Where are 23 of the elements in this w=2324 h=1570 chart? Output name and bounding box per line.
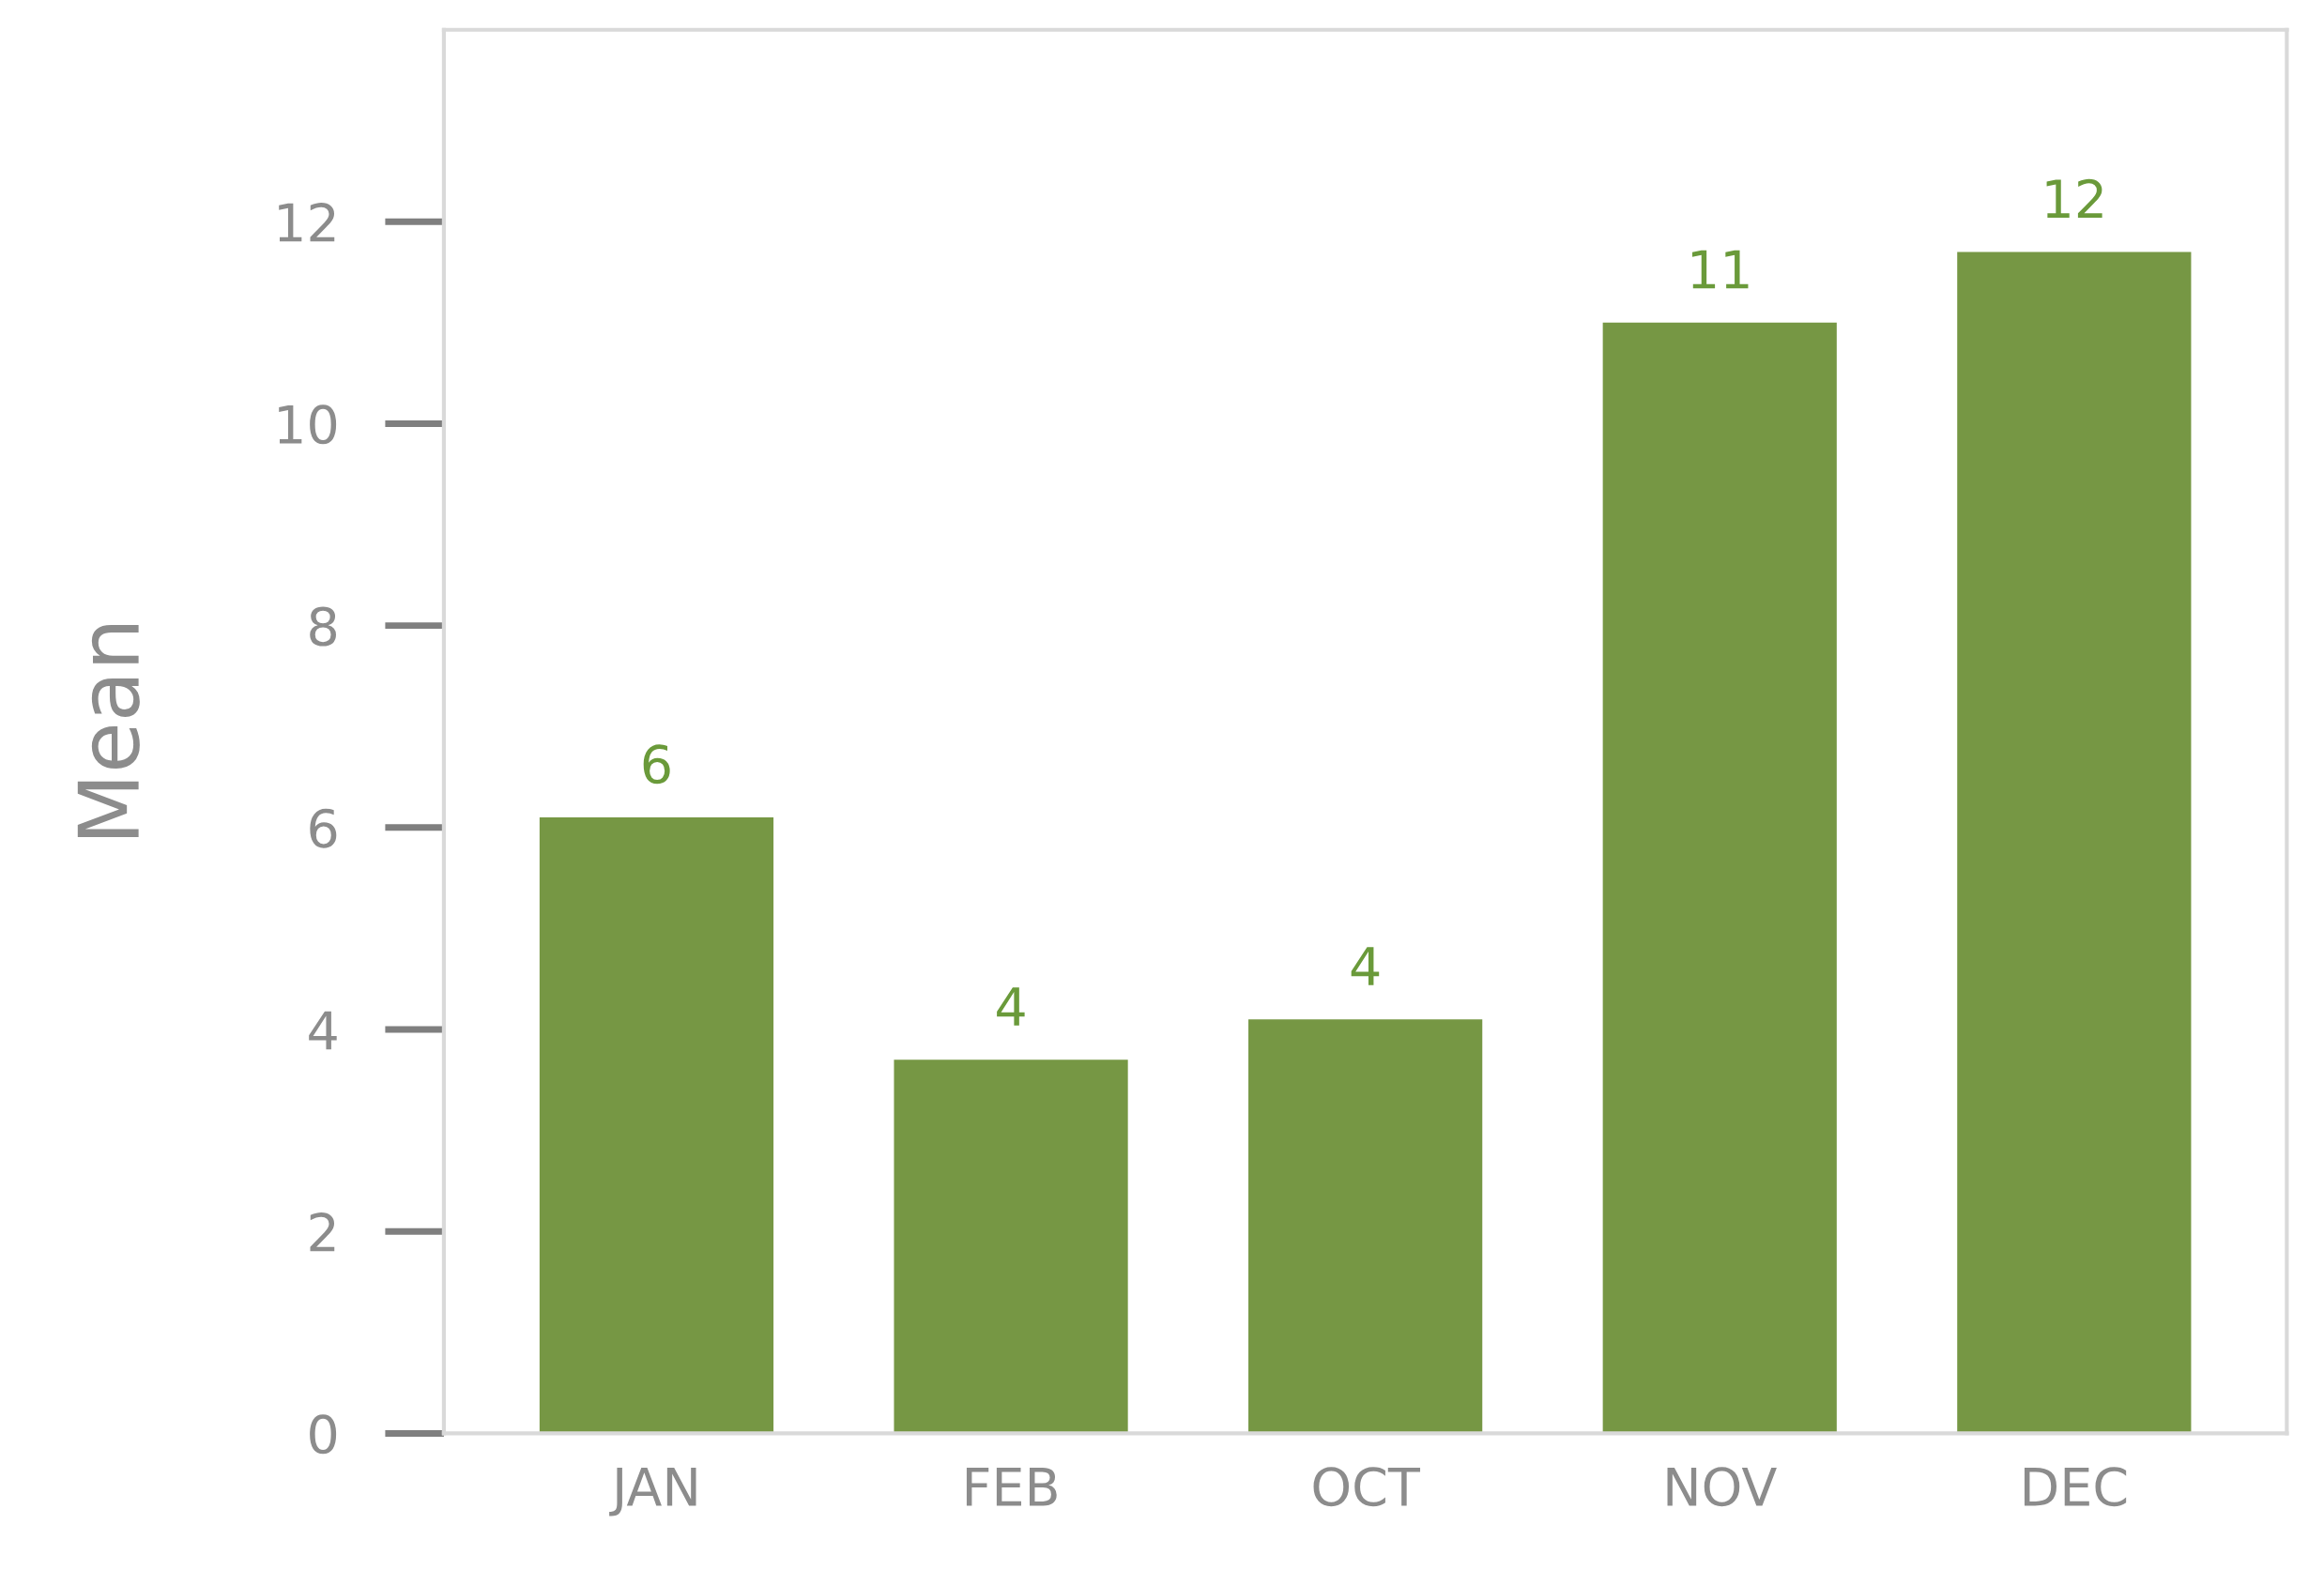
y-axis-title: Mean bbox=[77, 625, 140, 837]
bar bbox=[1957, 252, 2192, 1434]
bar bbox=[894, 1059, 1128, 1434]
data-label: 6 bbox=[643, 744, 670, 785]
y-tick-label: 4 bbox=[309, 1011, 337, 1050]
y-tick-label: 12 bbox=[279, 203, 335, 242]
y-tick-label: 2 bbox=[310, 1212, 335, 1252]
x-tick-label: DEC bbox=[2024, 1467, 2127, 1507]
bar bbox=[539, 817, 774, 1434]
x-tick-label: NOV bbox=[1667, 1467, 1777, 1507]
data-label: 11 bbox=[1692, 250, 1749, 289]
bar bbox=[1602, 322, 1837, 1434]
data-label: 4 bbox=[1351, 947, 1380, 985]
y-tick-label: 8 bbox=[310, 606, 336, 647]
x-tick-label: JAN bbox=[609, 1467, 696, 1517]
data-label: 12 bbox=[2046, 178, 2102, 218]
y-tick-label: 0 bbox=[310, 1414, 337, 1455]
data-label: 4 bbox=[997, 987, 1025, 1026]
y-tick-label: 6 bbox=[310, 808, 337, 848]
x-tick-label: OCT bbox=[1313, 1467, 1421, 1507]
x-tick-label: FEB bbox=[966, 1467, 1057, 1506]
bar bbox=[1248, 1019, 1483, 1434]
y-tick-label: 10 bbox=[279, 404, 337, 445]
